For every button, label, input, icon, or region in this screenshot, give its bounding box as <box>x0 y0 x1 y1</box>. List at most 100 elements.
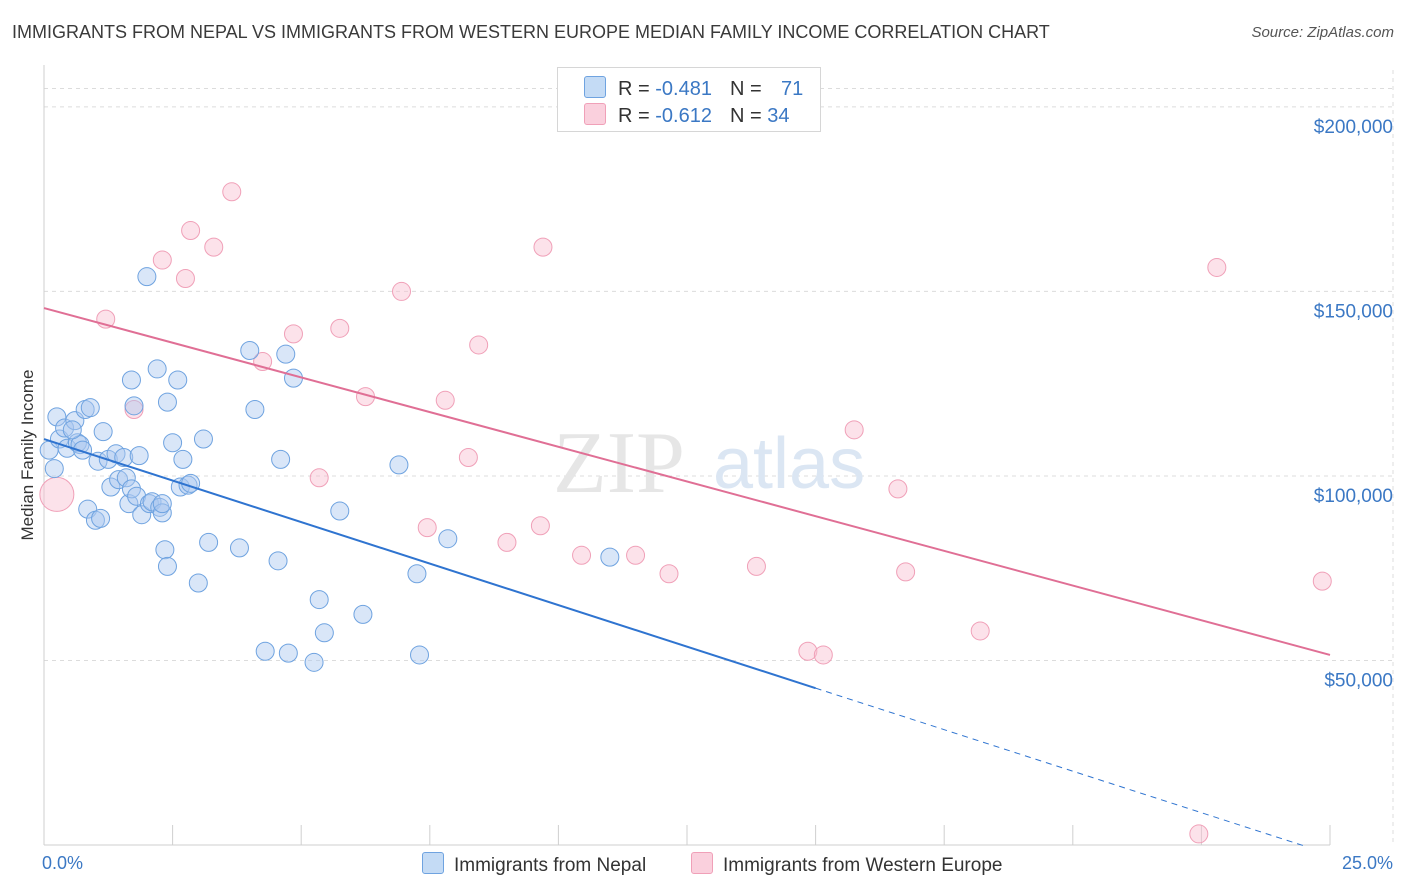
nepal-point-34 <box>147 359 167 379</box>
nepal-point-61 <box>314 623 334 643</box>
nepal-point-57 <box>278 643 298 663</box>
nepal-point-13 <box>78 499 98 519</box>
nepal-point-64 <box>389 455 409 475</box>
y-axis-label: Median Family Income <box>18 369 37 540</box>
nepal-point-48 <box>193 429 213 449</box>
nepal-point-38 <box>155 540 175 560</box>
y-tick-label-2: $150,000 <box>1314 301 1393 322</box>
western-europe-point-29 <box>896 562 916 582</box>
nepal-point-47 <box>188 573 208 593</box>
western-europe-point-13 <box>392 281 412 301</box>
series-legend-western-europe: Immigrants from Western Europe <box>691 852 1002 877</box>
nepal-point-29 <box>129 446 149 466</box>
western-europe-point-0 <box>39 476 75 512</box>
y-tick-label-3: $200,000 <box>1314 117 1393 138</box>
nepal-point-62 <box>330 501 350 521</box>
nepal-point-40 <box>157 392 177 412</box>
nepal-point-11 <box>80 398 100 418</box>
correlation-legend: R = -0.481 N = 71 R = -0.612 N = 34 <box>557 67 821 132</box>
western-europe-point-22 <box>626 545 646 565</box>
western-europe-point-18 <box>497 532 517 552</box>
nepal-trend-extension <box>815 687 1305 847</box>
western-europe-r-label: R = <box>618 105 656 127</box>
series-legend-western-europe-label: Immigrants from Western Europe <box>723 855 1003 876</box>
western-europe-point-33 <box>1312 571 1332 591</box>
nepal-point-66 <box>410 645 430 665</box>
series-legend-nepal: Immigrants from Nepal <box>422 852 646 877</box>
western-europe-point-14 <box>417 518 437 538</box>
nepal-point-41 <box>163 433 183 453</box>
trend-lines <box>43 307 1331 847</box>
western-europe-point-32 <box>1207 257 1227 277</box>
nepal-point-26 <box>121 370 141 390</box>
nepal-point-3 <box>47 407 67 427</box>
western-europe-n-label: N = <box>729 105 768 127</box>
nepal-point-39 <box>157 556 177 576</box>
western-europe-trend-line <box>43 307 1331 656</box>
tick-labels: $50,000 $100,000 $150,000 $200,000 0.0% 25.0% <box>42 117 1393 873</box>
western-europe-point-3 <box>152 250 172 270</box>
nepal-point-55 <box>271 449 291 469</box>
nepal-point-44 <box>173 449 193 469</box>
western-europe-point-24 <box>746 556 766 576</box>
nepal-point-27 <box>124 396 144 416</box>
nepal-point-53 <box>255 641 275 661</box>
nepal-point-63 <box>353 604 373 624</box>
western-europe-point-6 <box>204 237 224 257</box>
nepal-point-19 <box>101 477 121 497</box>
western-europe-swatch <box>584 103 606 125</box>
nepal-point-35 <box>150 497 170 517</box>
nepal-point-23 <box>116 468 136 488</box>
watermark-atlas: atlas <box>713 424 865 504</box>
nepal-point-56 <box>276 344 296 364</box>
nepal-point-12 <box>62 420 82 440</box>
nepal-trend-line <box>43 438 816 690</box>
nepal-point-4 <box>55 418 75 438</box>
nepal-point-5 <box>57 438 77 458</box>
western-europe-point-26 <box>813 645 833 665</box>
nepal-point-60 <box>309 590 329 610</box>
watermark: ZIP atlas <box>553 415 865 512</box>
x-tick-label-1: 25.0% <box>1342 853 1393 873</box>
series-legend-western-europe-swatch <box>691 852 713 874</box>
western-europe-n-value: 34 <box>767 105 790 127</box>
nepal-point-15 <box>91 508 111 528</box>
chart-title: IMMIGRANTS FROM NEPAL VS IMMIGRANTS FROM… <box>12 22 1050 42</box>
nepal-point-24 <box>119 494 139 514</box>
western-europe-point-19 <box>533 237 553 257</box>
nepal-point-31 <box>137 267 157 287</box>
nepal-points <box>39 267 620 672</box>
nepal-point-54 <box>268 551 288 571</box>
western-europe-point-31 <box>1189 824 1209 844</box>
nepal-point-9 <box>73 440 93 460</box>
y-tick-label-0: $50,000 <box>1324 670 1393 691</box>
nepal-swatch <box>584 76 606 98</box>
nepal-point-65 <box>407 564 427 584</box>
nepal-point-51 <box>240 340 260 360</box>
series-legend-nepal-label: Immigrants from Nepal <box>454 855 647 876</box>
x-tick-label-0: 0.0% <box>42 853 83 873</box>
western-europe-point-17 <box>469 335 489 355</box>
nepal-point-68 <box>600 547 620 567</box>
nepal-point-50 <box>229 538 249 558</box>
nepal-point-22 <box>114 448 134 467</box>
nepal-point-37 <box>152 494 172 514</box>
series-legend-nepal-swatch <box>422 852 444 874</box>
legend-row-nepal: R = -0.481 N = 71 <box>584 76 803 102</box>
nepal-r-value: -0.481 <box>655 78 712 100</box>
western-europe-point-11 <box>330 318 350 338</box>
western-europe-point-30 <box>970 621 990 641</box>
western-europe-point-28 <box>888 479 908 499</box>
western-europe-point-21 <box>572 545 592 565</box>
western-europe-point-27 <box>844 420 864 440</box>
y-tick-label-1: $100,000 <box>1314 486 1393 507</box>
western-europe-point-4 <box>181 221 201 241</box>
nepal-point-42 <box>168 370 188 390</box>
series-legend: Immigrants from Nepal Immigrants from We… <box>0 852 1406 878</box>
legend-row-western-europe: R = -0.612 N = 34 <box>584 103 789 129</box>
nepal-point-52 <box>245 400 265 420</box>
western-europe-point-10 <box>309 468 329 488</box>
nepal-point-59 <box>304 652 324 672</box>
nepal-point-1 <box>44 459 64 479</box>
western-europe-r-value: -0.612 <box>655 105 712 127</box>
